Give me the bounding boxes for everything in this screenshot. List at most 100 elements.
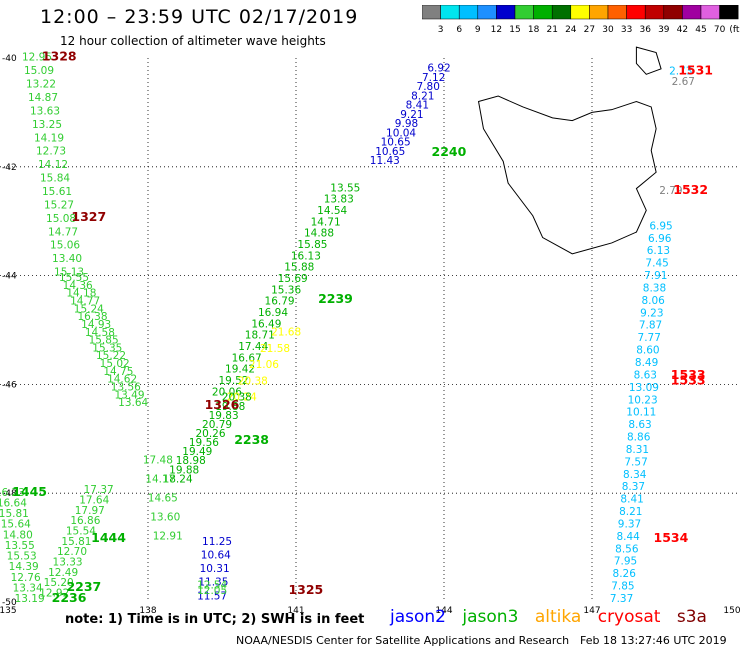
- wave-height-value: 12.54: [197, 579, 227, 591]
- wave-height-value: 15.09: [24, 65, 54, 77]
- wave-height-value: 21.06: [249, 359, 279, 371]
- wave-height-value: 14.87: [28, 92, 58, 104]
- wave-height-value: 10.65: [375, 146, 405, 158]
- footer-note: note: 1) Time is in UTC; 2) SWH is in fe…: [65, 612, 365, 627]
- wave-height-value: 15.24: [74, 303, 104, 315]
- colorbar-label: 39: [658, 25, 670, 35]
- wave-height-value: 14.12: [38, 159, 68, 171]
- tasmania-landmass: [477, 46, 662, 255]
- lat-tick-label: -48: [2, 489, 17, 499]
- pass-time-label: 1445: [12, 484, 47, 499]
- pass-time-label: 1326: [205, 397, 240, 412]
- credit-line: NOAA/NESDIS Center for Satellite Applica…: [236, 634, 570, 647]
- wave-height-value: 8.41: [620, 494, 643, 506]
- wave-height-value: 12.05: [197, 585, 227, 597]
- map-gridlines: [0, 58, 740, 602]
- wave-height-value: 13.22: [26, 79, 56, 91]
- colorbar-label: 42: [677, 25, 688, 35]
- wave-height-value: 14.77: [48, 226, 78, 238]
- wave-height-value: 14.93: [81, 319, 111, 331]
- wave-height-value: 15.81: [0, 508, 29, 520]
- wave-height-value: 14.39: [9, 561, 39, 573]
- wave-height-value: 15.85: [89, 335, 119, 347]
- lat-tick-label: -42: [2, 163, 17, 173]
- wave-height-value: 8.49: [635, 357, 658, 369]
- legend-s3a: s3a: [676, 607, 707, 627]
- wave-height-value: 18.98: [176, 455, 206, 467]
- wave-height-value: 15.13: [54, 267, 84, 279]
- wave-height-value: 7.87: [639, 320, 662, 332]
- colorbar-label: 3: [438, 25, 444, 35]
- wave-height-value: 17.48: [143, 454, 173, 466]
- colorbar-unit: (ft): [729, 25, 740, 35]
- wave-height-value: 13.19: [15, 593, 45, 605]
- page-title: 12:00 – 23:59 UTC 02/17/2019: [40, 6, 359, 28]
- lon-tick-label: 141: [287, 606, 304, 616]
- colorbar-label: 9: [475, 25, 481, 35]
- wave-height-value: 14.75: [103, 366, 133, 378]
- wave-height-value: 7.85: [611, 581, 634, 593]
- pass-time-label: 1325: [288, 582, 323, 597]
- wave-height-value: 11.43: [370, 155, 400, 167]
- wave-height-value: 9.21: [400, 109, 423, 121]
- wave-height-value: 20.06: [212, 386, 242, 398]
- wave-height-value: 13.34: [13, 582, 43, 594]
- wave-height-value: 13.55: [5, 540, 35, 552]
- wave-height-value: 8.86: [627, 432, 651, 444]
- pass-time-label: 1533: [671, 372, 706, 387]
- wave-height-value: 8.21: [411, 90, 434, 102]
- wave-height-value: 15.36: [271, 284, 301, 296]
- wave-height-value: 15.64: [1, 519, 31, 531]
- wave-height-value: 8.56: [615, 543, 639, 555]
- wave-height-value: 19.49: [182, 446, 212, 458]
- wave-height-value: 12.92: [39, 588, 69, 600]
- wave-height-value: 17.64: [79, 495, 109, 507]
- pass-time-label: 1327: [71, 209, 106, 224]
- lat-tick-label: -40: [2, 54, 17, 64]
- wave-height-value: 13.83: [324, 194, 354, 206]
- wave-height-value: 2.79: [659, 185, 682, 197]
- wave-height-value: 12.95: [22, 52, 52, 64]
- pass-time-label: 2237: [66, 579, 101, 594]
- pass-time-label: 1531: [678, 62, 713, 77]
- wave-height-value: 16.13: [291, 250, 321, 262]
- wave-height-value: 10.04: [386, 127, 416, 139]
- lat-tick-label: -46: [2, 380, 17, 390]
- wave-height-value: 11.25: [202, 536, 232, 548]
- colorbar-label: 6: [456, 25, 462, 35]
- wave-height-value: 15.54: [66, 526, 96, 538]
- wave-height-value: 15.02: [100, 358, 130, 370]
- wave-height-value: 8.63: [628, 419, 651, 431]
- wave-height-value: 12.91: [153, 530, 183, 542]
- wave-height-value: 14.54: [317, 205, 347, 217]
- wave-height-value: 16.94: [258, 307, 288, 319]
- wave-height-value: 11.35: [198, 577, 228, 589]
- wave-height-value: 15.27: [44, 199, 74, 211]
- wave-height-value: 20.38: [238, 375, 268, 387]
- legend-jason3: jason3: [462, 607, 519, 627]
- wave-height-value: 6.96: [648, 233, 672, 245]
- wave-height-value: 15.06: [50, 240, 80, 252]
- wave-height-value: 13.56: [111, 382, 141, 394]
- wave-height-value: 15.84: [40, 173, 70, 185]
- wave-height-value: 20.79: [202, 419, 232, 431]
- wave-height-value: 2.67: [672, 76, 695, 88]
- wave-height-value: 20.26: [195, 428, 225, 440]
- wave-height-value: 10.65: [381, 137, 411, 149]
- wave-height-value: 12.70: [57, 546, 87, 558]
- wave-height-value: 13.25: [32, 119, 62, 131]
- wave-height-value: 15.53: [7, 551, 37, 563]
- wave-height-value: 8.34: [623, 469, 647, 481]
- wave-height-value: 14.58: [85, 327, 115, 339]
- wave-height-value: 15.22: [96, 350, 126, 362]
- generation-timestamp: Feb 18 13:27:46 UTC 2019: [580, 634, 727, 647]
- colorbar-label: 36: [639, 25, 651, 35]
- pass-time-label: 1534: [654, 530, 689, 545]
- wave-height-value: 18.24: [163, 473, 193, 485]
- wave-height-value: 13.63: [30, 105, 60, 117]
- wave-height-value: 10.64: [201, 549, 231, 561]
- lon-tick-label: 144: [435, 606, 452, 616]
- lon-tick-label: 150: [723, 606, 740, 616]
- wave-height-value: 8.37: [622, 481, 645, 493]
